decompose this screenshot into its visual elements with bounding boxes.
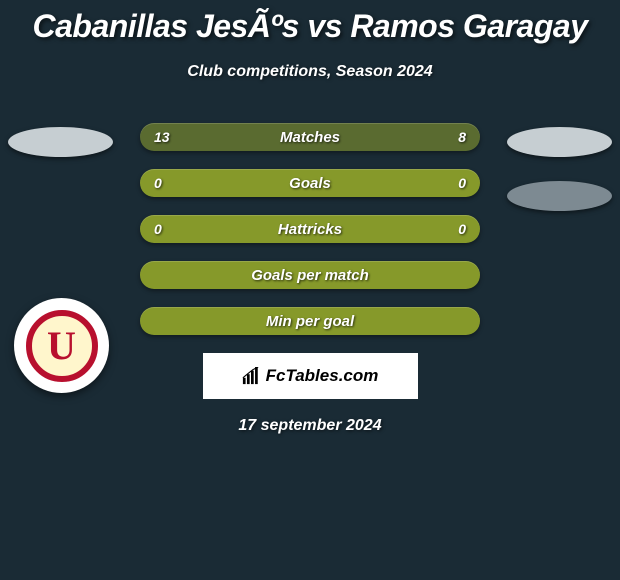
stat-label: Hattricks: [278, 221, 342, 238]
stat-right-value: 0: [458, 221, 466, 237]
branding-box: FcTables.com: [203, 353, 418, 399]
generated-date: 17 september 2024: [0, 417, 620, 435]
stat-bar: 0 Goals 0: [140, 169, 480, 197]
stat-left-value: 0: [154, 221, 162, 237]
main-area: U 13 Matches 8 0 Goals 0 0 Hattricks 0 G…: [0, 123, 620, 435]
branding-label: FcTables.com: [266, 366, 379, 386]
stat-bar: 13 Matches 8: [140, 123, 480, 151]
player-right-badge-1: [507, 127, 612, 157]
club-logo-inner: U: [26, 310, 98, 382]
stat-right-value: 8: [458, 129, 466, 145]
stat-left-value: 13: [154, 129, 170, 145]
club-logo: U: [14, 298, 109, 393]
player-left-badge: [8, 127, 113, 157]
stat-right-value: 0: [458, 175, 466, 191]
stat-label: Min per goal: [266, 313, 354, 330]
club-logo-letter: U: [47, 326, 76, 366]
page-title: Cabanillas JesÃºs vs Ramos Garagay: [0, 8, 620, 45]
comparison-card: Cabanillas JesÃºs vs Ramos Garagay Club …: [0, 0, 620, 435]
stat-bar: Goals per match: [140, 261, 480, 289]
stat-bar: 0 Hattricks 0: [140, 215, 480, 243]
stat-bar: Min per goal: [140, 307, 480, 335]
stat-bars: 13 Matches 8 0 Goals 0 0 Hattricks 0 Goa…: [140, 123, 480, 335]
stat-label: Goals per match: [251, 267, 369, 284]
stat-left-value: 0: [154, 175, 162, 191]
stat-label: Matches: [280, 129, 340, 146]
player-right-badge-2: [507, 181, 612, 211]
subtitle: Club competitions, Season 2024: [0, 63, 620, 81]
bar-chart-icon: [242, 367, 260, 385]
stat-label: Goals: [289, 175, 331, 192]
